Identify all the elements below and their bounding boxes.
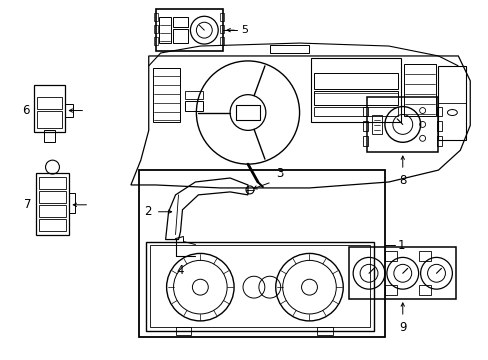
Bar	[153, 25, 157, 33]
Bar	[139, 170, 384, 337]
Bar	[43, 130, 55, 142]
Bar	[158, 17, 170, 43]
Bar	[39, 191, 66, 203]
Bar	[314, 91, 397, 105]
Bar	[149, 246, 369, 327]
Bar	[362, 121, 367, 131]
Bar	[314, 73, 397, 89]
Bar	[153, 13, 157, 21]
Bar	[34, 85, 65, 132]
Bar	[172, 17, 188, 27]
Bar	[145, 242, 373, 331]
Bar	[418, 285, 429, 295]
Bar	[172, 29, 188, 43]
Bar	[36, 173, 69, 235]
Bar	[153, 37, 157, 45]
Bar	[37, 111, 62, 129]
Text: 5: 5	[241, 25, 247, 35]
Bar	[384, 285, 396, 295]
Text: 6: 6	[22, 104, 30, 117]
Bar	[269, 45, 309, 53]
Bar	[39, 177, 66, 189]
Bar	[311, 58, 400, 122]
Bar	[438, 66, 466, 140]
Bar	[39, 205, 66, 217]
Bar	[314, 107, 397, 117]
Bar	[185, 91, 203, 99]
Bar	[362, 136, 367, 146]
Bar	[39, 219, 66, 231]
Bar	[37, 96, 62, 109]
Bar	[220, 25, 224, 33]
Bar	[220, 37, 224, 45]
Bar	[348, 247, 455, 299]
Text: 4: 4	[176, 264, 184, 277]
Bar	[403, 64, 435, 116]
Bar	[437, 121, 442, 131]
Bar	[317, 327, 333, 335]
Text: 9: 9	[398, 321, 406, 334]
Text: 1: 1	[397, 239, 405, 252]
Bar	[155, 9, 223, 51]
Text: 7: 7	[24, 198, 32, 211]
Text: 3: 3	[275, 167, 283, 180]
Bar	[371, 114, 381, 134]
Bar	[418, 251, 429, 261]
Bar	[220, 13, 224, 21]
Bar	[175, 327, 191, 335]
Bar	[366, 96, 438, 152]
Bar	[236, 105, 259, 121]
Text: 8: 8	[398, 174, 406, 187]
Bar	[437, 107, 442, 117]
Text: 2: 2	[144, 205, 151, 218]
Bar	[437, 136, 442, 146]
Bar	[65, 104, 73, 117]
Bar	[152, 68, 180, 122]
Bar	[185, 100, 203, 111]
Bar	[362, 107, 367, 117]
Bar	[384, 251, 396, 261]
Bar	[69, 193, 75, 213]
